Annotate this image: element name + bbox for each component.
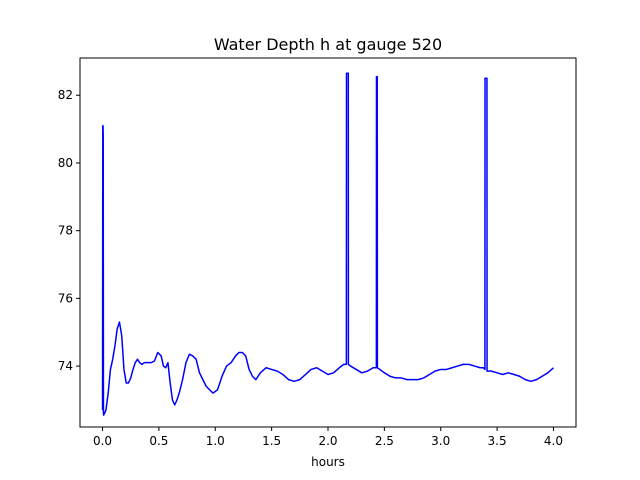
x-tick-label: 3.0 — [431, 434, 450, 448]
x-tick-label: 1.0 — [206, 434, 225, 448]
x-tick-label: 4.0 — [544, 434, 563, 448]
series-line — [101, 72, 554, 416]
x-tick-label: 2.5 — [375, 434, 394, 448]
y-tick-label: 82 — [58, 88, 73, 102]
y-tick-label: 78 — [58, 224, 73, 238]
x-tick-label: 0.5 — [149, 434, 168, 448]
x-axis-label: hours — [311, 455, 345, 469]
x-tick-label: 0.0 — [93, 434, 112, 448]
y-tick-label: 74 — [58, 359, 73, 373]
x-tick-label: 1.5 — [262, 434, 281, 448]
x-tick-label: 2.0 — [318, 434, 337, 448]
y-tick-label: 80 — [58, 156, 73, 170]
chart-title: Water Depth h at gauge 520 — [214, 35, 442, 54]
plot-frame — [79, 57, 577, 428]
x-axis: 0.0 0.5 1.0 1.5 2.0 2.5 3.0 3.5 4.0 — [93, 427, 563, 448]
y-axis: 74 76 78 80 82 — [58, 88, 80, 373]
plot-area — [101, 72, 554, 416]
y-tick-label: 76 — [58, 291, 73, 305]
x-tick-label: 3.5 — [488, 434, 507, 448]
